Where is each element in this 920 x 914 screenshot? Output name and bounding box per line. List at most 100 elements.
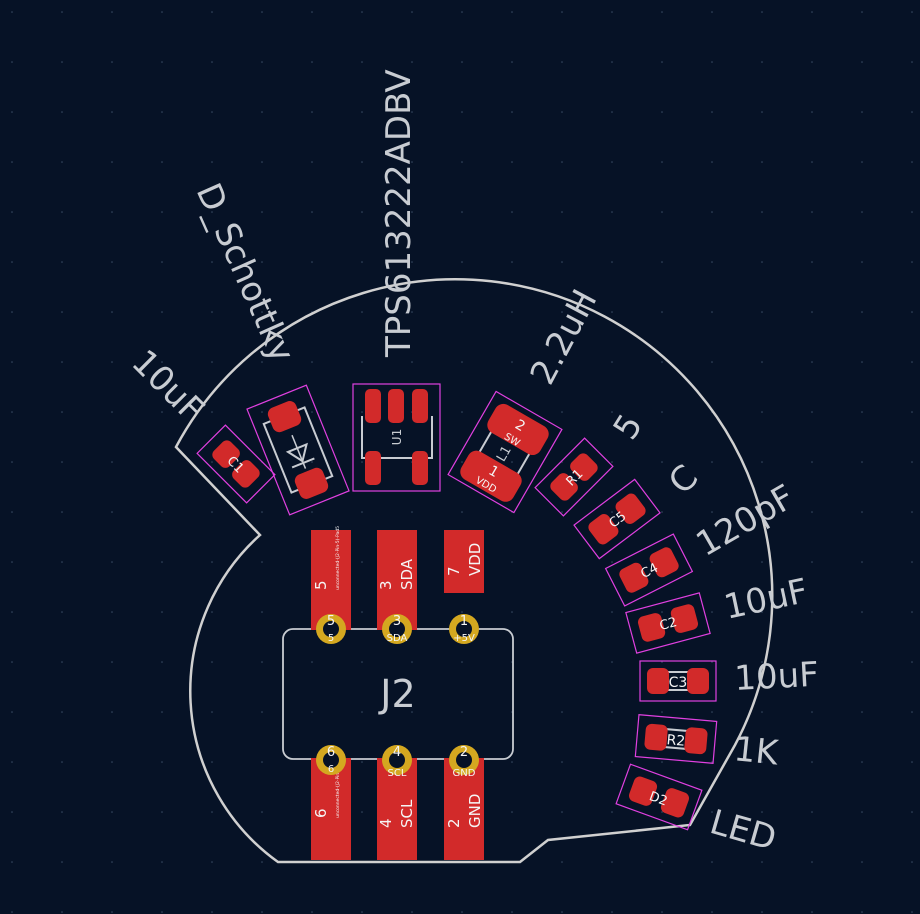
grid-dot <box>361 111 363 113</box>
finger-3-number: 3 <box>377 580 395 590</box>
grid-dot <box>511 761 513 763</box>
finger-7-net: VDD <box>466 543 484 576</box>
smd-pad[interactable] <box>568 451 601 484</box>
pth-pad-5[interactable]: 5 5 <box>316 614 346 644</box>
value-u1: TPS613222ADBV <box>379 69 419 358</box>
grid-dot <box>861 911 863 913</box>
grid-dot <box>61 811 63 813</box>
grid-dot <box>111 261 113 263</box>
smd-pad[interactable] <box>548 471 581 504</box>
grid-dot <box>11 161 13 163</box>
smd-pad[interactable] <box>687 668 709 694</box>
smd-pad[interactable] <box>648 545 681 579</box>
smd-pad[interactable] <box>684 727 708 755</box>
grid-dot <box>211 711 213 713</box>
pth-pad-6[interactable]: 6 6 <box>316 745 346 775</box>
grid-dot <box>761 561 763 563</box>
smd-pad[interactable] <box>388 389 404 423</box>
grid-dot <box>811 161 813 163</box>
grid-dot <box>711 111 713 113</box>
grid-dot <box>411 261 413 263</box>
pth-4-net: SCL <box>388 768 407 779</box>
grid-dot <box>811 361 813 363</box>
grid-dot <box>161 161 163 163</box>
grid-dot <box>611 361 613 363</box>
smd-pad[interactable] <box>647 668 669 694</box>
grid-dot <box>911 261 913 263</box>
grid-dot <box>711 161 713 163</box>
smd-pad[interactable] <box>412 389 428 423</box>
grid-dot <box>811 511 813 513</box>
pth-pad-4[interactable]: 4 SCL <box>382 745 412 779</box>
grid-dot <box>561 161 563 163</box>
grid-dot <box>311 111 313 113</box>
grid-dot <box>561 911 563 913</box>
value-c4: 120pF <box>690 477 802 565</box>
grid-dot <box>711 11 713 13</box>
grid-dot <box>161 861 163 863</box>
smd-pad[interactable] <box>613 491 648 526</box>
grid-dot <box>761 11 763 13</box>
smd-pad[interactable] <box>617 561 650 595</box>
smd-pad[interactable] <box>365 389 381 423</box>
footprint-c2[interactable]: C2 <box>625 592 711 654</box>
smd-pad[interactable] <box>412 451 428 485</box>
grid-dot <box>211 811 213 813</box>
smd-pad[interactable] <box>659 786 690 819</box>
finger-3-net: SDA <box>398 558 416 590</box>
smd-pad-2[interactable] <box>484 401 552 459</box>
smd-pad[interactable] <box>637 612 667 643</box>
grid-dot <box>361 411 363 413</box>
footprint-l1[interactable]: 2 SW 1 VDD L1 <box>447 390 563 514</box>
smd-pad-1[interactable] <box>457 447 525 505</box>
smd-pad[interactable] <box>293 466 331 501</box>
smd-pad[interactable] <box>266 399 304 434</box>
pth-pad-1[interactable]: 1 +5V <box>449 614 479 644</box>
pth-1-number: 1 <box>460 614 468 629</box>
smd-pad[interactable] <box>210 438 243 471</box>
grid-dot <box>111 661 113 663</box>
smd-pad[interactable] <box>586 512 621 547</box>
finger-pad-3[interactable] <box>377 530 417 630</box>
grid-dot <box>161 711 163 713</box>
grid-dot <box>761 811 763 813</box>
grid-dot <box>111 561 113 563</box>
grid-dot <box>561 711 563 713</box>
smd-pad[interactable] <box>669 603 699 634</box>
grid-dot <box>211 511 213 513</box>
pth-pad-3[interactable]: 3 SDA <box>382 614 412 644</box>
grid-dot <box>661 261 663 263</box>
courtyard <box>573 478 661 560</box>
footprint-c3[interactable]: C3 <box>639 660 717 702</box>
smd-pad[interactable] <box>644 723 668 751</box>
pth-pad-2[interactable]: 2 GND <box>449 745 479 779</box>
grid-dot <box>261 861 263 863</box>
finger-pad-7[interactable] <box>444 530 484 593</box>
smd-pad[interactable] <box>627 775 658 808</box>
footprint-u1[interactable]: U1 <box>352 383 441 492</box>
grid-dot <box>161 361 163 363</box>
grid-dot <box>61 261 63 263</box>
grid-dot <box>61 61 63 63</box>
grid-dot <box>611 61 613 63</box>
footprint-d1[interactable] <box>246 384 350 516</box>
footprint-r2[interactable]: R2 <box>634 714 718 764</box>
grid-dot <box>61 911 63 913</box>
grid-dot <box>861 861 863 863</box>
grid-dot <box>111 811 113 813</box>
grid-dot <box>211 561 213 563</box>
smd-pad[interactable] <box>365 451 381 485</box>
footprint-c4[interactable]: C4 <box>604 533 694 607</box>
footprint-c5[interactable]: C5 <box>573 478 661 560</box>
finger-pad-5[interactable] <box>311 530 351 630</box>
grid-dot <box>161 461 163 463</box>
grid-dot <box>361 661 363 663</box>
grid-dot <box>711 461 713 463</box>
grid-dot <box>161 561 163 563</box>
grid-dot <box>261 911 263 913</box>
grid-dot <box>61 561 63 563</box>
footprint-d2[interactable]: D2 <box>615 763 703 831</box>
footprint-c1[interactable]: C1 <box>196 424 276 504</box>
smd-pad[interactable] <box>230 458 263 491</box>
